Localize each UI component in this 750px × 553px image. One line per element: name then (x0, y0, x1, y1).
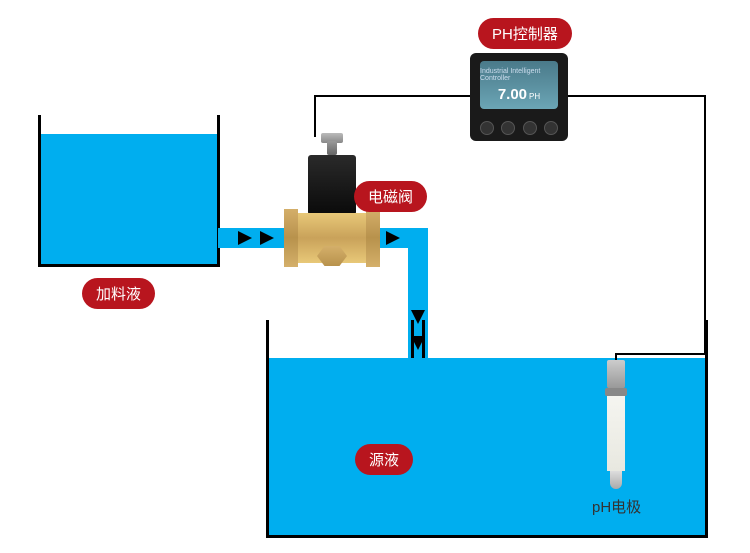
valve-nut-left (284, 209, 298, 267)
flow-arrow-3 (386, 231, 400, 245)
ctrl-btn-2[interactable] (501, 121, 515, 135)
electrode-connector (607, 360, 625, 388)
wire-ctrl-right-h (566, 95, 706, 97)
feed-tank-water (41, 134, 217, 264)
label-electrode: pH电极 (592, 496, 641, 517)
label-valve: 电磁阀 (354, 181, 427, 212)
ctrl-btn-3[interactable] (523, 121, 537, 135)
wire-electrode-h (626, 353, 706, 355)
ph-controller-device: Industrial Intelligent Controller 7.00 P… (470, 53, 568, 141)
valve-stem (327, 141, 337, 155)
wire-right-v (704, 95, 706, 355)
controller-value: 7.00 (498, 86, 527, 103)
controller-screen: Industrial Intelligent Controller 7.00 P… (480, 61, 558, 109)
label-controller: PH控制器 (478, 18, 572, 49)
label-source: 源液 (355, 444, 413, 475)
controller-header: Industrial Intelligent Controller (480, 68, 558, 82)
wire-valve-v (314, 95, 316, 137)
pipe-feed-to-valve (218, 228, 290, 248)
label-feed: 加料液 (82, 278, 155, 309)
electrode-tip (610, 471, 622, 489)
ph-electrode-device (605, 360, 627, 490)
valve-coil (308, 155, 356, 215)
controller-unit: PH (529, 92, 540, 101)
ctrl-btn-4[interactable] (544, 121, 558, 135)
controller-buttons (480, 121, 558, 135)
electrode-body (607, 396, 625, 471)
solenoid-valve (286, 213, 378, 263)
flow-arrow-2 (260, 231, 274, 245)
valve-body (286, 213, 378, 263)
flow-arrow-1 (238, 231, 252, 245)
ctrl-btn-1[interactable] (480, 121, 494, 135)
electrode-ring (605, 388, 627, 396)
valve-nut-right (366, 209, 380, 267)
valve-hex (317, 246, 347, 266)
wire-ctrl-left-h (314, 95, 472, 97)
